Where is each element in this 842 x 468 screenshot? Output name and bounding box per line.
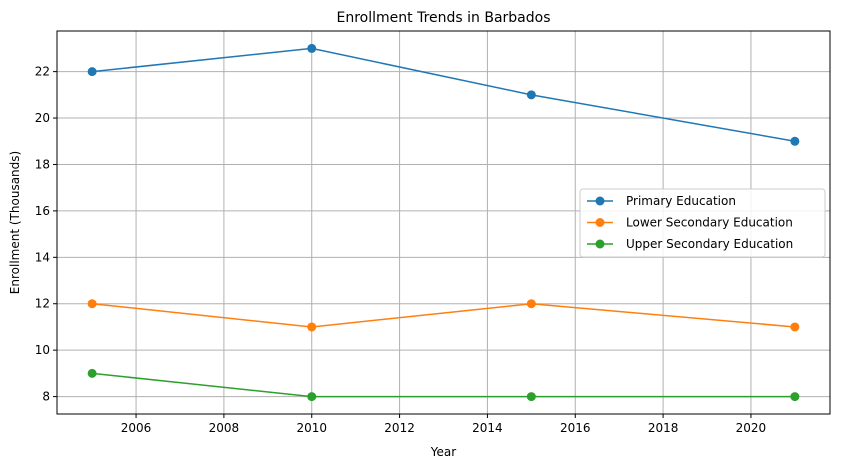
x-tick-label: 2010 [296, 421, 327, 435]
y-tick-label: 14 [35, 250, 50, 264]
grid [57, 31, 830, 414]
y-tick-label: 10 [35, 343, 50, 357]
y-axis: 8 10 12 14 16 18 20 22 [35, 65, 57, 404]
y-tick-label: 20 [35, 111, 50, 125]
data-point [87, 67, 97, 77]
legend-label: Primary Education [626, 194, 736, 208]
legend-marker [595, 196, 605, 206]
legend-label: Lower Secondary Education [626, 216, 793, 230]
x-axis: 2006 2008 2010 2012 2014 2016 2018 2020 [121, 414, 766, 435]
series-layer [87, 43, 800, 402]
x-tick-label: 2018 [648, 421, 679, 435]
y-tick-label: 22 [35, 65, 50, 79]
data-point [87, 368, 97, 378]
series-line [92, 47, 795, 142]
y-tick-label: 8 [42, 390, 50, 404]
data-point [307, 322, 317, 332]
x-tick-label: 2012 [384, 421, 415, 435]
series-line [92, 372, 795, 398]
series-group [87, 43, 800, 146]
data-point [790, 392, 800, 402]
x-tick-label: 2006 [121, 421, 152, 435]
x-tick-label: 2020 [736, 421, 767, 435]
data-point [526, 392, 536, 402]
y-axis-label: Enrollment (Thousands) [8, 151, 22, 294]
legend-marker [595, 239, 605, 249]
y-tick-label: 18 [35, 157, 50, 171]
legend-box [579, 188, 826, 258]
data-point [790, 322, 800, 332]
y-tick-label: 16 [35, 204, 50, 218]
x-tick-label: 2008 [209, 421, 240, 435]
data-point [526, 90, 536, 100]
plot-area-frame [56, 30, 831, 415]
series-line [92, 302, 795, 328]
legend: Primary Education Lower Secondary Educati… [579, 188, 826, 258]
chart-title: Enrollment Trends in Barbados [337, 10, 551, 26]
series-group [87, 368, 800, 402]
data-point [307, 392, 317, 402]
legend-label: Upper Secondary Education [626, 237, 793, 251]
data-point [790, 136, 800, 146]
series-group [87, 299, 800, 332]
data-point [87, 299, 97, 309]
x-tick-label: 2014 [472, 421, 503, 435]
legend-marker [595, 218, 605, 227]
data-point [307, 43, 317, 53]
data-point [526, 299, 536, 309]
y-tick-label: 12 [35, 297, 50, 311]
x-tick-label: 2016 [560, 421, 591, 435]
x-axis-label: Year [430, 445, 456, 459]
